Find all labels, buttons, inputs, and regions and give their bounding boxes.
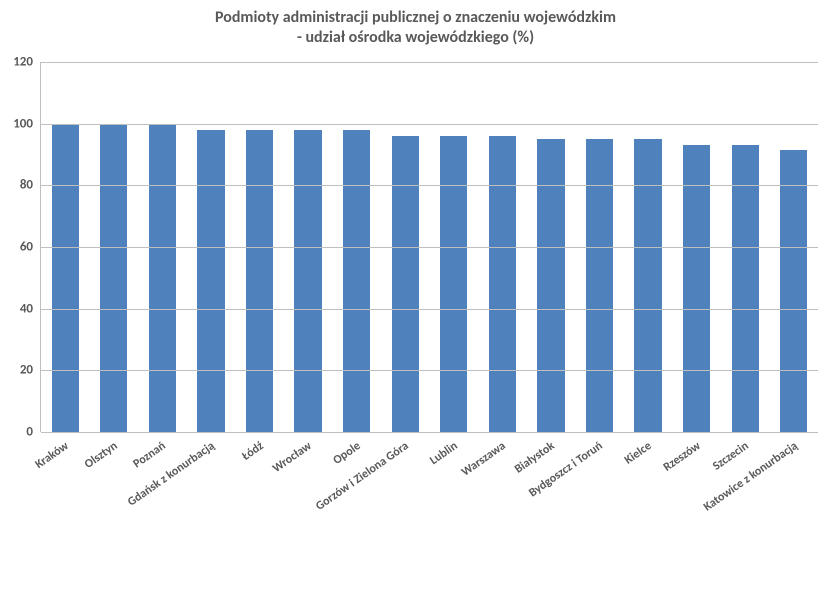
gridline: [41, 124, 818, 125]
x-axis-label: Opole: [330, 438, 364, 468]
x-axis-label: Poznań: [131, 438, 170, 471]
x-axis-label: Rzeszów: [661, 438, 705, 475]
x-axis-label: Szczecin: [711, 438, 754, 474]
bar: [246, 130, 273, 432]
bar: [683, 145, 710, 432]
chart-title-line2: - udział ośrodka wojewódzkiego (%): [0, 28, 831, 48]
bar: [440, 136, 467, 432]
bar: [537, 139, 564, 432]
y-tick-label: 0: [26, 425, 41, 440]
bar: [343, 130, 370, 432]
chart-title: Podmioty administracji publicznej o znac…: [0, 8, 831, 48]
chart-container: Podmioty administracji publicznej o znac…: [0, 0, 831, 592]
x-axis-label: Kielce: [622, 438, 656, 468]
y-tick-label: 40: [20, 301, 41, 316]
chart-title-line1: Podmioty administracji publicznej o znac…: [0, 8, 831, 28]
x-axis-label: Lublin: [427, 438, 461, 468]
bar: [780, 150, 807, 432]
x-axis-label: Wrocław: [270, 438, 316, 476]
plot-area: KrakówOlsztynPoznańGdańsk z konurbacjąŁó…: [40, 62, 818, 432]
bar: [732, 145, 759, 432]
bar: [294, 130, 321, 432]
x-axis-label: Łódź: [239, 438, 267, 464]
bar: [489, 136, 516, 432]
bar: [392, 136, 419, 432]
bar: [52, 124, 79, 432]
gridline: [41, 432, 818, 433]
y-tick-label: 20: [20, 363, 41, 378]
gridline: [41, 62, 818, 63]
bar: [634, 139, 661, 432]
x-axis-label: Olsztyn: [82, 438, 122, 472]
y-tick-label: 100: [13, 116, 41, 131]
gridline: [41, 309, 818, 310]
x-axis-label: Gdańsk z konurbacją: [125, 438, 219, 509]
y-tick-label: 120: [13, 55, 41, 70]
bar: [149, 124, 176, 432]
x-axis-label: Warszawa: [459, 438, 510, 480]
gridline: [41, 370, 818, 371]
bar: [586, 139, 613, 432]
y-tick-label: 80: [20, 178, 41, 193]
gridline: [41, 185, 818, 186]
bar: [100, 124, 127, 432]
bar: [197, 130, 224, 432]
gridline: [41, 247, 818, 248]
y-tick-label: 60: [20, 240, 41, 255]
x-axis-label: Kraków: [33, 438, 73, 472]
